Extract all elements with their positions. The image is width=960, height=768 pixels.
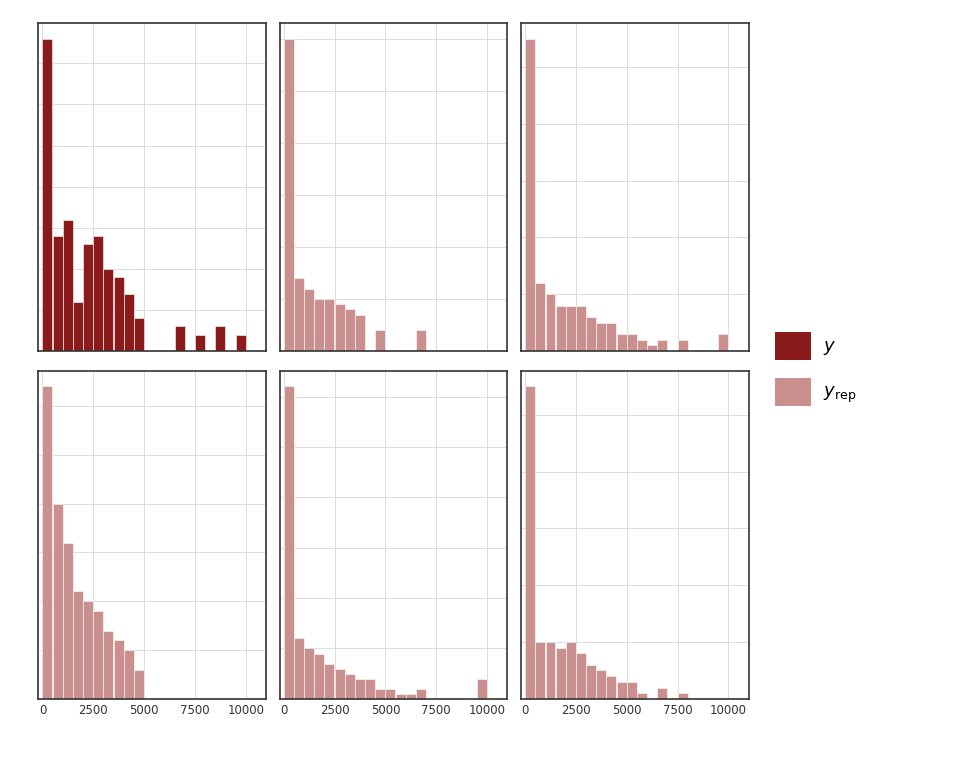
Bar bbox=[134, 318, 144, 351]
Bar bbox=[215, 326, 226, 351]
Bar bbox=[84, 601, 93, 699]
Bar bbox=[627, 334, 636, 351]
Bar bbox=[62, 220, 73, 351]
Bar bbox=[587, 317, 596, 351]
Bar bbox=[596, 323, 607, 351]
Bar bbox=[134, 670, 144, 699]
Bar bbox=[73, 591, 83, 699]
Bar bbox=[365, 679, 375, 699]
Bar bbox=[678, 694, 687, 699]
Bar bbox=[93, 236, 104, 351]
Bar bbox=[104, 631, 113, 699]
Bar bbox=[104, 269, 113, 351]
Bar bbox=[314, 299, 324, 351]
Bar bbox=[62, 543, 73, 699]
Bar bbox=[718, 334, 729, 351]
Bar bbox=[355, 679, 365, 699]
Bar bbox=[647, 346, 657, 351]
Legend: $y$, $y_\mathrm{rep}$: $y$, $y_\mathrm{rep}$ bbox=[767, 325, 864, 412]
Bar bbox=[124, 293, 133, 351]
Bar bbox=[113, 641, 124, 699]
Bar bbox=[616, 682, 627, 699]
Bar bbox=[375, 689, 385, 699]
Bar bbox=[587, 665, 596, 699]
Bar bbox=[73, 302, 83, 351]
Bar bbox=[284, 38, 294, 351]
Bar bbox=[113, 277, 124, 351]
Bar bbox=[386, 689, 396, 699]
Bar bbox=[565, 642, 576, 699]
Bar bbox=[406, 694, 416, 699]
Bar bbox=[678, 339, 687, 351]
Bar bbox=[314, 654, 324, 699]
Bar bbox=[324, 664, 334, 699]
Bar bbox=[637, 694, 647, 699]
Bar bbox=[536, 642, 545, 699]
Bar bbox=[42, 386, 53, 699]
Bar bbox=[396, 694, 405, 699]
Bar bbox=[195, 335, 204, 351]
Bar bbox=[53, 504, 62, 699]
Bar bbox=[375, 330, 385, 351]
Bar bbox=[335, 304, 345, 351]
Bar bbox=[607, 676, 616, 699]
Bar bbox=[53, 236, 62, 351]
Bar bbox=[556, 306, 565, 351]
Bar bbox=[294, 638, 304, 699]
Bar bbox=[565, 306, 576, 351]
Bar bbox=[416, 330, 426, 351]
Bar bbox=[576, 654, 586, 699]
Bar bbox=[525, 386, 535, 699]
Bar bbox=[294, 278, 304, 351]
Bar bbox=[658, 339, 667, 351]
Bar bbox=[576, 306, 586, 351]
Bar bbox=[658, 687, 667, 699]
Bar bbox=[235, 335, 246, 351]
Bar bbox=[93, 611, 104, 699]
Bar bbox=[596, 670, 607, 699]
Bar bbox=[304, 648, 314, 699]
Bar bbox=[477, 679, 487, 699]
Bar bbox=[416, 689, 426, 699]
Bar bbox=[545, 294, 556, 351]
Bar bbox=[355, 315, 365, 351]
Bar bbox=[545, 642, 556, 699]
Bar bbox=[304, 289, 314, 351]
Bar bbox=[607, 323, 616, 351]
Bar bbox=[345, 674, 355, 699]
Bar bbox=[175, 326, 184, 351]
Bar bbox=[525, 38, 535, 351]
Bar bbox=[84, 244, 93, 351]
Bar bbox=[627, 682, 636, 699]
Bar bbox=[556, 647, 565, 699]
Bar bbox=[335, 669, 345, 699]
Bar bbox=[616, 334, 627, 351]
Bar bbox=[637, 339, 647, 351]
Bar bbox=[536, 283, 545, 351]
Bar bbox=[42, 38, 53, 351]
Bar bbox=[324, 299, 334, 351]
Bar bbox=[284, 386, 294, 699]
Bar bbox=[124, 650, 133, 699]
Bar bbox=[345, 310, 355, 351]
